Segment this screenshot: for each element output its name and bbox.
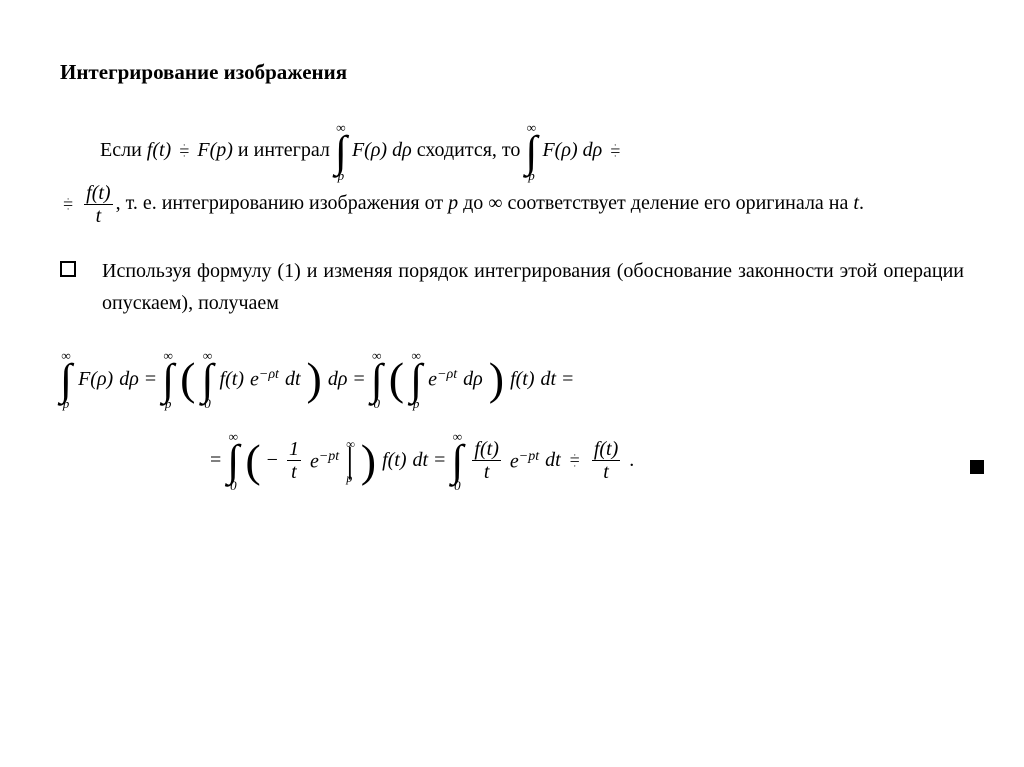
lparen-3: (	[245, 443, 260, 480]
equation-row-2: = ∞ ∫ 0 ( − 1 t e−pt ∞ | p ) f(t) dt =	[210, 430, 964, 491]
corresp-symbol: ·=·	[179, 144, 189, 158]
math-drho-3: dρ	[119, 368, 139, 391]
math-dt-2: dt	[541, 368, 557, 391]
p2-text: Используя формулу (1) и изменяя порядок …	[102, 255, 964, 319]
math-ft-3: f(t)	[382, 449, 406, 472]
math-F-rho-3: F(ρ)	[78, 368, 113, 391]
hollow-square-icon	[60, 261, 76, 277]
eq-sign-5: =	[434, 449, 445, 472]
math-e-rho-t-2: e−ρt	[428, 367, 457, 392]
rparen-1: )	[307, 361, 322, 398]
page: Интегрирование изображения Если f(t) ·=·…	[0, 0, 1024, 532]
eq-sign-3: =	[562, 368, 573, 391]
math-F-rho-2: F(ρ)	[542, 139, 577, 161]
eq-sign-4: =	[210, 449, 221, 472]
frac-ft-over-t-3: f(t) t	[592, 438, 620, 483]
rparen-2: )	[489, 361, 504, 398]
paragraph-1: Если f(t) ·=· F(p) и интеграл ∞ ∫ p F(ρ)…	[60, 121, 964, 227]
int-p-inf-outer-1: ∞ ∫ p	[162, 349, 174, 410]
p1-text-5: до ∞ соответствует деление его оригинала…	[458, 192, 853, 214]
integral-p-to-inf-1: ∞ ∫ p	[335, 121, 347, 182]
frac-ft-over-t-1: f(t) t	[84, 182, 112, 227]
frac-1-over-t: 1 t	[287, 438, 301, 483]
paragraph-2: Используя формулу (1) и изменяя порядок …	[60, 255, 964, 319]
minus-1: −	[267, 449, 278, 472]
int-p-inf-lhs: ∞ ∫ p	[60, 349, 72, 410]
frac-ft-over-t-2: f(t) t	[472, 438, 500, 483]
math-dt-3: dt	[413, 449, 429, 472]
math-p-var: p	[448, 192, 458, 214]
math-ft-2: f(t)	[510, 368, 534, 391]
math-drho-4: dρ	[328, 368, 348, 391]
rparen-3: )	[361, 443, 376, 480]
p1-text-1: Если	[100, 139, 147, 161]
lparen-1: (	[180, 361, 195, 398]
math-e-pt-2: e−pt	[510, 449, 539, 474]
qed-square-icon	[970, 460, 984, 474]
equation-block: ∞ ∫ p F(ρ) dρ = ∞ ∫ p ( ∞ ∫ 0 f(t) e−ρt d…	[60, 349, 964, 491]
math-e-pt-1: e−pt	[310, 449, 339, 474]
eval-bar: ∞ | p	[346, 438, 355, 484]
math-dt-1: dt	[285, 368, 301, 391]
corresp-symbol-3: ·=·	[63, 198, 73, 212]
math-f-of-t: f(t)	[147, 139, 171, 161]
lparen-2: (	[389, 361, 404, 398]
int-0-inf-3: ∞ ∫ 0	[227, 430, 239, 491]
p1-text-3: сходится, то	[417, 139, 526, 161]
eq-sign-1: =	[145, 368, 156, 391]
math-e-rho-t-1: e−ρt	[250, 367, 279, 392]
math-drho-1: dρ	[392, 139, 412, 161]
p1-text-6: .	[859, 192, 864, 214]
p1-text-4: , т. е. интегрированию изображения от	[116, 192, 449, 214]
math-dt-4: dt	[545, 449, 561, 472]
math-drho-5: dρ	[463, 368, 483, 391]
section-heading: Интегрирование изображения	[60, 60, 964, 85]
math-drho-2: dρ	[583, 139, 603, 161]
int-0-inf-inner-1: ∞ ∫ 0	[201, 349, 213, 410]
corresp-symbol-2: ·=·	[610, 144, 620, 158]
p1-text-2: и интеграл	[238, 139, 335, 161]
int-0-inf-outer-2: ∞ ∫ 0	[371, 349, 383, 410]
equation-row-1: ∞ ∫ p F(ρ) dρ = ∞ ∫ p ( ∞ ∫ 0 f(t) e−ρt d…	[60, 349, 964, 410]
math-ft-1: f(t)	[220, 368, 244, 391]
math-F-rho-1: F(ρ)	[352, 139, 387, 161]
int-p-inf-inner-2: ∞ ∫ p	[410, 349, 422, 410]
final-period: .	[629, 449, 634, 472]
integral-p-to-inf-2: ∞ ∫ p	[525, 121, 537, 182]
eq-sign-2: =	[353, 368, 364, 391]
corresp-symbol-4: ·=·	[570, 454, 580, 468]
math-F-of-p: F(p)	[197, 139, 233, 161]
int-0-inf-4: ∞ ∫ 0	[451, 430, 463, 491]
